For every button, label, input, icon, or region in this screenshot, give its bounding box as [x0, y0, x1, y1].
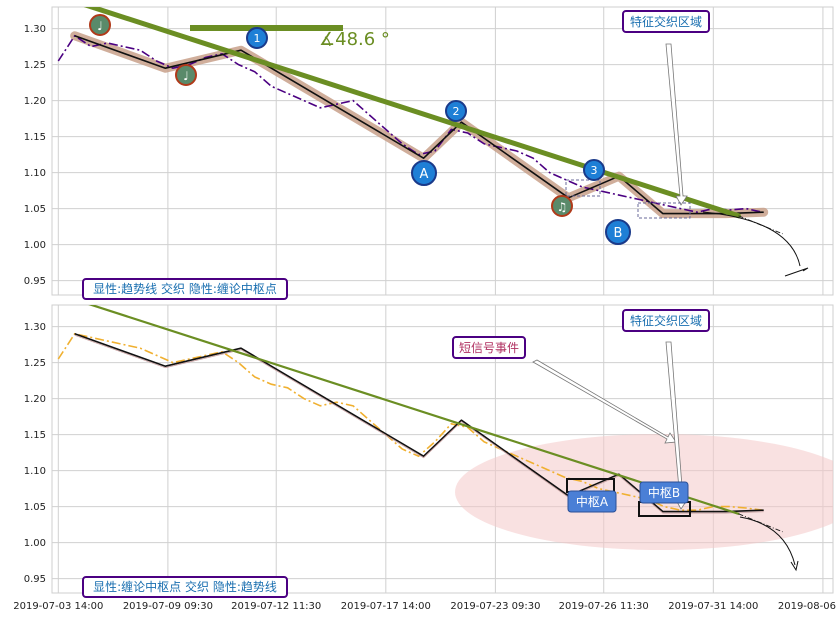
- marker-1: 1: [246, 27, 268, 49]
- stroke-series-line: [74, 333, 764, 513]
- bottom-projection-arrowhead: [790, 560, 799, 572]
- bottom-panel-frame: [51, 304, 834, 594]
- top-projection-arrowhead: [784, 267, 809, 277]
- marker-note-2-label: ♩: [183, 69, 189, 83]
- y-tick-label: 1.05: [24, 204, 46, 215]
- y-tick-label: 1.00: [24, 538, 46, 549]
- marker-2-label: 2: [453, 105, 460, 118]
- x-tick-label: 2019-07-12 11:30: [231, 601, 321, 612]
- y-tick-label: 1.15: [24, 430, 46, 441]
- marker-note-1: ♩: [89, 14, 111, 36]
- y-tick-label: 1.30: [24, 24, 46, 35]
- x-tick-label: 2019-08-06 10:00: [778, 601, 839, 612]
- top-region-label: 特征交织区域: [630, 14, 702, 29]
- stroke-shadow: [70, 31, 769, 219]
- marker-A: A: [411, 160, 437, 186]
- y-tick-label: 1.05: [24, 502, 46, 513]
- y-tick-label: 1.00: [24, 240, 46, 251]
- marker-1-label: 1: [254, 32, 261, 45]
- marker-3: 3: [583, 159, 605, 181]
- marker-A-label: A: [420, 167, 429, 182]
- top-panel-frame: [51, 6, 834, 296]
- marker-B: B: [605, 219, 631, 245]
- pivot-b-label: 中枢B: [648, 485, 680, 500]
- marker-2: 2: [445, 100, 467, 122]
- bottom-region-label: 特征交织区域: [630, 313, 702, 328]
- y-tick-label: 0.95: [24, 574, 46, 585]
- x-tick-label: 2019-07-03 14:00: [13, 601, 103, 612]
- x-tick-label: 2019-07-17 14:00: [341, 601, 431, 612]
- pivot-box-top-2: [637, 202, 691, 219]
- pivot-b-tag: 中枢B: [639, 481, 689, 504]
- event-callout: 短信号事件: [452, 336, 677, 444]
- marker-B-label: B: [614, 226, 623, 241]
- y-tick-label: 1.25: [24, 60, 46, 71]
- x-tick-label: 2019-07-26 11:30: [559, 601, 649, 612]
- stroke-series-shadow: [74, 334, 764, 514]
- marker-note-1-label: ♩: [97, 19, 103, 33]
- top-panel-label: 显性:趋势线 交织 隐性:缠论中枢点: [93, 281, 277, 296]
- y-tick-label: 1.15: [24, 132, 46, 143]
- top-projection-curve: [702, 211, 801, 267]
- y-tick-label: 1.25: [24, 358, 46, 369]
- bottom-panel-label-box: 显性:缠论中枢点 交织 隐性:趋势线: [82, 576, 288, 598]
- y-tick-label: 0.95: [24, 276, 46, 287]
- x-tick-label: 2019-07-09 09:30: [123, 601, 213, 612]
- event-label: 短信号事件: [459, 341, 519, 355]
- top-region-arrow: [665, 43, 688, 206]
- bottom-projection-curve: [739, 516, 796, 566]
- x-tick-label: 2019-07-31 14:00: [668, 601, 758, 612]
- marker-note-2: ♩: [175, 64, 197, 86]
- top-region-callout: 特征交织区域: [622, 10, 710, 206]
- stroke-series-line: [74, 35, 764, 215]
- trendline: [88, 305, 740, 515]
- y-tick-label: 1.10: [24, 466, 46, 477]
- marker-3-label: 3: [591, 164, 598, 177]
- y-tick-label: 1.20: [24, 96, 46, 107]
- bottom-panel-label: 显性:缠论中枢点 交织 隐性:趋势线: [93, 579, 277, 594]
- trend-angle-label: ∡48.6 °: [319, 29, 390, 50]
- y-tick-label: 1.30: [24, 322, 46, 333]
- x-tick-label: 2019-07-23 09:30: [450, 601, 540, 612]
- trendline: [83, 7, 741, 219]
- pivot-a-tag: 中枢A: [567, 490, 617, 513]
- pivot-box-top-1: [565, 179, 601, 197]
- y-tick-label: 1.10: [24, 168, 46, 179]
- bottom-region-callout: 特征交织区域: [622, 309, 710, 510]
- marker-note-3-label: ♫: [557, 200, 568, 214]
- price-series-line: [57, 34, 763, 214]
- y-tick-label: 1.20: [24, 394, 46, 405]
- marker-note-3: ♫: [551, 195, 573, 217]
- pivot-a-label: 中枢A: [576, 494, 609, 509]
- event-arrow: [532, 359, 677, 444]
- top-panel-label-box: 显性:趋势线 交织 隐性:缠论中枢点: [82, 278, 288, 300]
